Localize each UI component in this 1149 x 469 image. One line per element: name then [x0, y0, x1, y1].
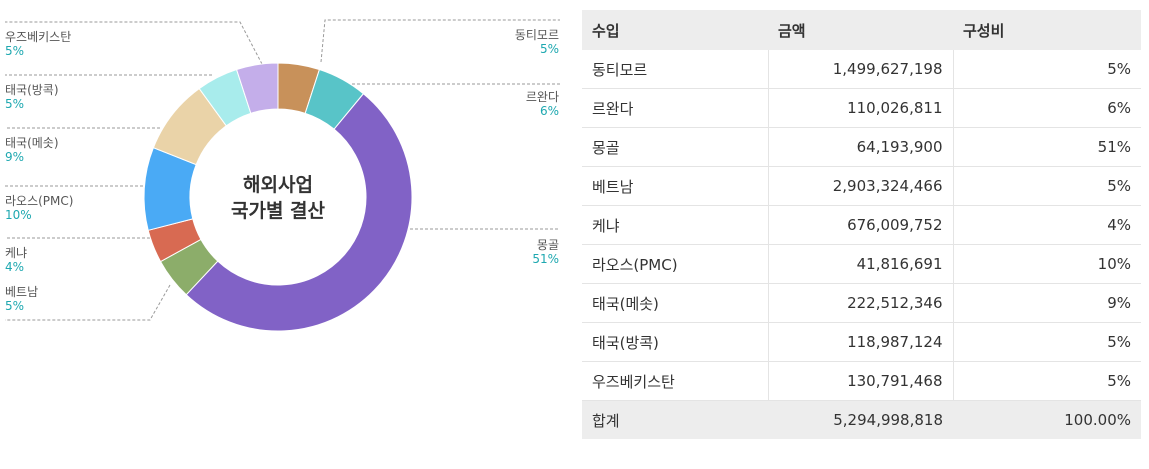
leader-line-vietnam: [5, 284, 171, 321]
slice-label-name: 태국(방콕): [5, 83, 59, 97]
slice-label-rwanda: 르완다 6%: [526, 90, 559, 118]
total-amount: 5,294,998,818: [768, 400, 953, 439]
cell-amount: 1,499,627,198: [767, 50, 953, 89]
chart-subtitle: 국가별 결산: [230, 200, 325, 222]
donut-slice-mongolia: [185, 93, 413, 332]
cell-amount: 110,026,811: [767, 88, 953, 128]
cell-country: 베트남: [582, 166, 768, 206]
table-row: 태국(메솟) 222,512,346 9%: [582, 283, 1141, 323]
slice-label-percent: 6%: [539, 104, 559, 118]
cell-ratio: 5%: [952, 361, 1141, 401]
slice-label-name: 동티모르: [514, 28, 559, 42]
cell-amount: 64,193,900: [767, 127, 953, 167]
slice-label-percent: 5%: [5, 44, 25, 58]
table-row: 라오스(PMC) 41,816,691 10%: [582, 244, 1141, 284]
cell-amount: 2,903,324,466: [767, 166, 953, 206]
slice-label-name: 베트남: [5, 285, 39, 299]
total-ratio: 100.00%: [953, 400, 1141, 439]
slice-label-dongtimor: 동티모르 5%: [515, 28, 559, 56]
cell-amount: 118,987,124: [767, 322, 953, 362]
slice-label-percent: 10%: [5, 208, 32, 222]
cell-country: 몽골: [582, 127, 768, 167]
slice-label-name: 몽골: [536, 238, 559, 252]
slice-label-name: 케냐: [5, 246, 28, 260]
cell-country: 태국(방콕): [582, 322, 768, 362]
cell-country: 동티모르: [582, 50, 768, 89]
slice-label-vietnam: 베트남 5%: [5, 285, 38, 313]
donut-slice-uzbekistan: [235, 62, 279, 114]
table-row: 르완다 110,026,811 6%: [582, 88, 1141, 128]
table-row: 몽골 64,193,900 51%: [582, 127, 1141, 167]
slice-label-laos: 라오스(PMC) 10%: [5, 194, 73, 222]
slice-label-percent: 9%: [5, 150, 25, 164]
total-label: 합계: [582, 400, 768, 439]
cell-amount: 222,512,346: [767, 283, 953, 323]
cell-ratio: 5%: [952, 322, 1141, 362]
slice-label-name: 라오스(PMC): [5, 194, 74, 208]
cell-ratio: 51%: [952, 127, 1141, 167]
slice-label-percent: 5%: [539, 42, 559, 56]
cell-country: 르완다: [582, 88, 768, 128]
slice-label-name: 우즈베키스탄: [5, 30, 72, 44]
slice-label-thailand-bangkok: 태국(방콕) 5%: [5, 83, 59, 111]
cell-country: 케냐: [582, 205, 768, 245]
slice-label-percent: 51%: [532, 252, 559, 266]
slice-label-percent: 5%: [5, 299, 25, 313]
table-row: 케냐 676,009,752 4%: [582, 205, 1141, 245]
cell-amount: 676,009,752: [767, 205, 953, 245]
donut-chart-svg: [5, 19, 560, 332]
cell-country: 태국(메솟): [582, 283, 768, 323]
table-total-row: 합계 5,294,998,818 100.00%: [582, 400, 1141, 439]
table-header-row: 수입 금액 구성비: [582, 10, 1141, 50]
cell-ratio: 10%: [952, 244, 1141, 284]
cell-ratio: 5%: [952, 166, 1141, 206]
slice-label-name: 태국(메솟): [5, 136, 59, 150]
cell-ratio: 9%: [952, 283, 1141, 323]
cell-amount: 130,791,468: [767, 361, 953, 401]
table-row: 베트남 2,903,324,466 5%: [582, 166, 1141, 206]
header-amount: 금액: [768, 10, 953, 50]
cell-country: 라오스(PMC): [582, 244, 768, 284]
cell-ratio: 6%: [952, 88, 1141, 128]
cell-ratio: 4%: [952, 205, 1141, 245]
slice-label-thailand-maesot: 태국(메솟) 9%: [5, 136, 59, 164]
income-table: 수입 금액 구성비 동티모르 1,499,627,198 5% 르완다 110,…: [582, 10, 1141, 439]
header-ratio: 구성비: [953, 10, 1141, 50]
table-row: 우즈베키스탄 130,791,468 5%: [582, 361, 1141, 401]
slice-label-percent: 5%: [5, 97, 25, 111]
header-income: 수입: [582, 10, 768, 50]
cell-ratio: 5%: [952, 50, 1141, 89]
slice-label-mongolia: 몽골 51%: [532, 238, 559, 266]
leader-line-uzbekistan: [5, 21, 263, 65]
slice-label-name: 르완다: [525, 90, 559, 104]
leader-line-dongtimor: [320, 19, 560, 63]
chart-title: 해외사업: [243, 174, 313, 196]
table-row: 태국(방콕) 118,987,124 5%: [582, 322, 1141, 362]
table-row: 동티모르 1,499,627,198 5%: [582, 50, 1141, 89]
slice-label-kenya: 케냐 4%: [5, 246, 27, 274]
donut-chart: 해외사업 국가별 결산 동티모르 5% 르완다 6% 몽골 51% 베트남 5%…: [0, 0, 570, 469]
cell-amount: 41,816,691: [767, 244, 953, 284]
slice-label-uzbekistan: 우즈베키스탄 5%: [5, 30, 71, 58]
cell-country: 우즈베키스탄: [582, 361, 768, 401]
slice-label-percent: 4%: [5, 260, 25, 274]
